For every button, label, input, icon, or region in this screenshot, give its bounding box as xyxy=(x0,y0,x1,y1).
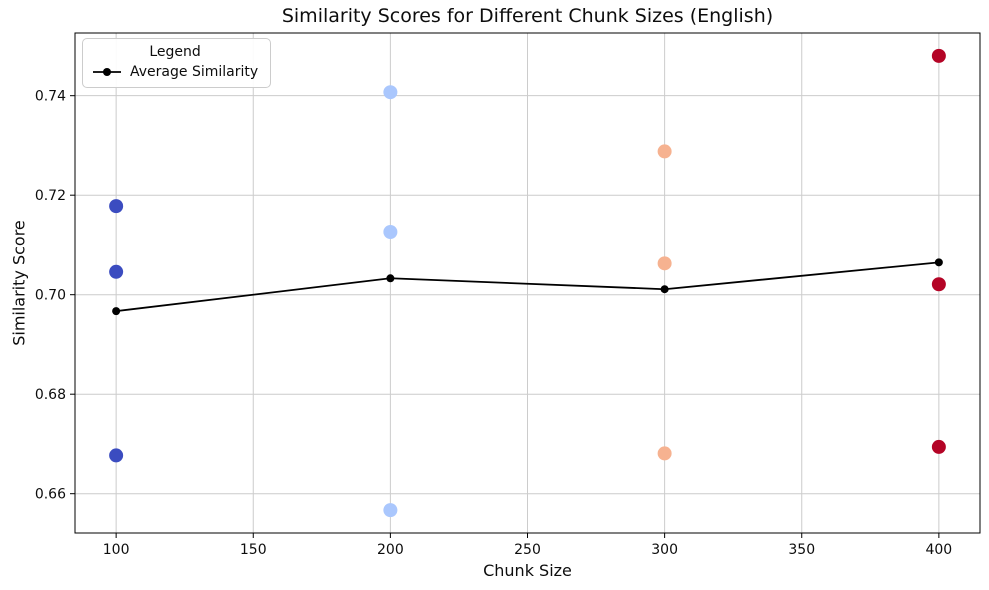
legend-line-circle-icon xyxy=(93,68,121,76)
x-tick-label: 200 xyxy=(377,542,404,558)
y-tick-label: 0.68 xyxy=(35,387,66,403)
x-tick-label: 100 xyxy=(103,542,130,558)
average-similarity-point xyxy=(112,307,121,316)
scatter-point xyxy=(657,144,672,159)
average-similarity-line xyxy=(116,261,939,313)
average-similarity-point xyxy=(660,285,669,294)
y-tick-label: 0.66 xyxy=(35,487,66,503)
y-tick-label: 0.74 xyxy=(35,89,66,105)
scatter-point xyxy=(931,277,946,292)
x-tick-label: 350 xyxy=(788,542,815,558)
y-tick-label: 0.70 xyxy=(35,288,66,304)
legend-title: Legend xyxy=(149,44,201,60)
x-tick-label: 300 xyxy=(651,542,678,558)
legend-item-average-similarity: Average Similarity xyxy=(92,64,258,80)
scatter-point xyxy=(109,199,124,214)
scatter-point xyxy=(383,503,398,518)
scatter-point xyxy=(931,439,946,454)
x-tick-label: 250 xyxy=(514,542,541,558)
x-tick-label: 150 xyxy=(240,542,267,558)
chart-title: Similarity Scores for Different Chunk Si… xyxy=(281,5,774,27)
x-axis-label: Chunk Size xyxy=(483,561,572,580)
scatter-point xyxy=(931,48,946,63)
average-similarity-point xyxy=(386,274,395,283)
y-tick-label: 0.72 xyxy=(35,188,66,204)
scatter-point xyxy=(109,264,124,279)
scatter-point xyxy=(657,446,672,461)
y-axis-label: Similarity Score xyxy=(9,220,29,346)
scatter-point xyxy=(657,256,672,271)
legend-item-label: Average Similarity xyxy=(130,64,259,80)
scatter-point xyxy=(109,448,124,463)
x-tick-label: 400 xyxy=(925,542,952,558)
scatter-point xyxy=(383,85,398,100)
average-similarity-point xyxy=(934,258,943,267)
legend: Legend Average Similarity xyxy=(82,38,272,88)
scatter-point xyxy=(383,225,398,240)
